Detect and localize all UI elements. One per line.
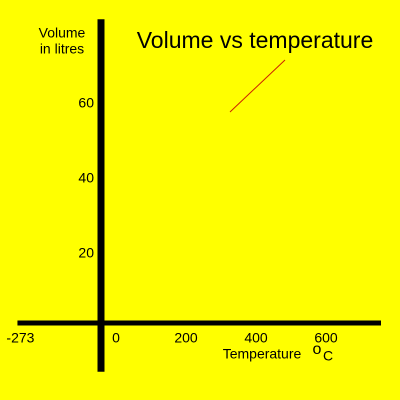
x-axis-unit: o bbox=[313, 341, 322, 358]
y-axis-label: in litres bbox=[40, 41, 84, 57]
chart-title: Volume vs temperature bbox=[137, 27, 374, 53]
y-tick-label: 40 bbox=[78, 170, 94, 186]
y-tick-label: 20 bbox=[78, 245, 94, 261]
x-tick-label: 600 bbox=[314, 330, 338, 346]
x-tick-label: -273 bbox=[6, 330, 34, 346]
x-axis-unit: C bbox=[323, 348, 333, 364]
pointer-line bbox=[229, 59, 286, 113]
x-tick-label: 200 bbox=[174, 330, 198, 346]
y-axis-label: Volume bbox=[39, 25, 86, 41]
x-axis-label: Temperature bbox=[223, 346, 302, 362]
y-tick-label: 60 bbox=[78, 95, 94, 111]
x-tick-label: 0 bbox=[112, 330, 120, 346]
x-tick-label: 400 bbox=[244, 330, 268, 346]
